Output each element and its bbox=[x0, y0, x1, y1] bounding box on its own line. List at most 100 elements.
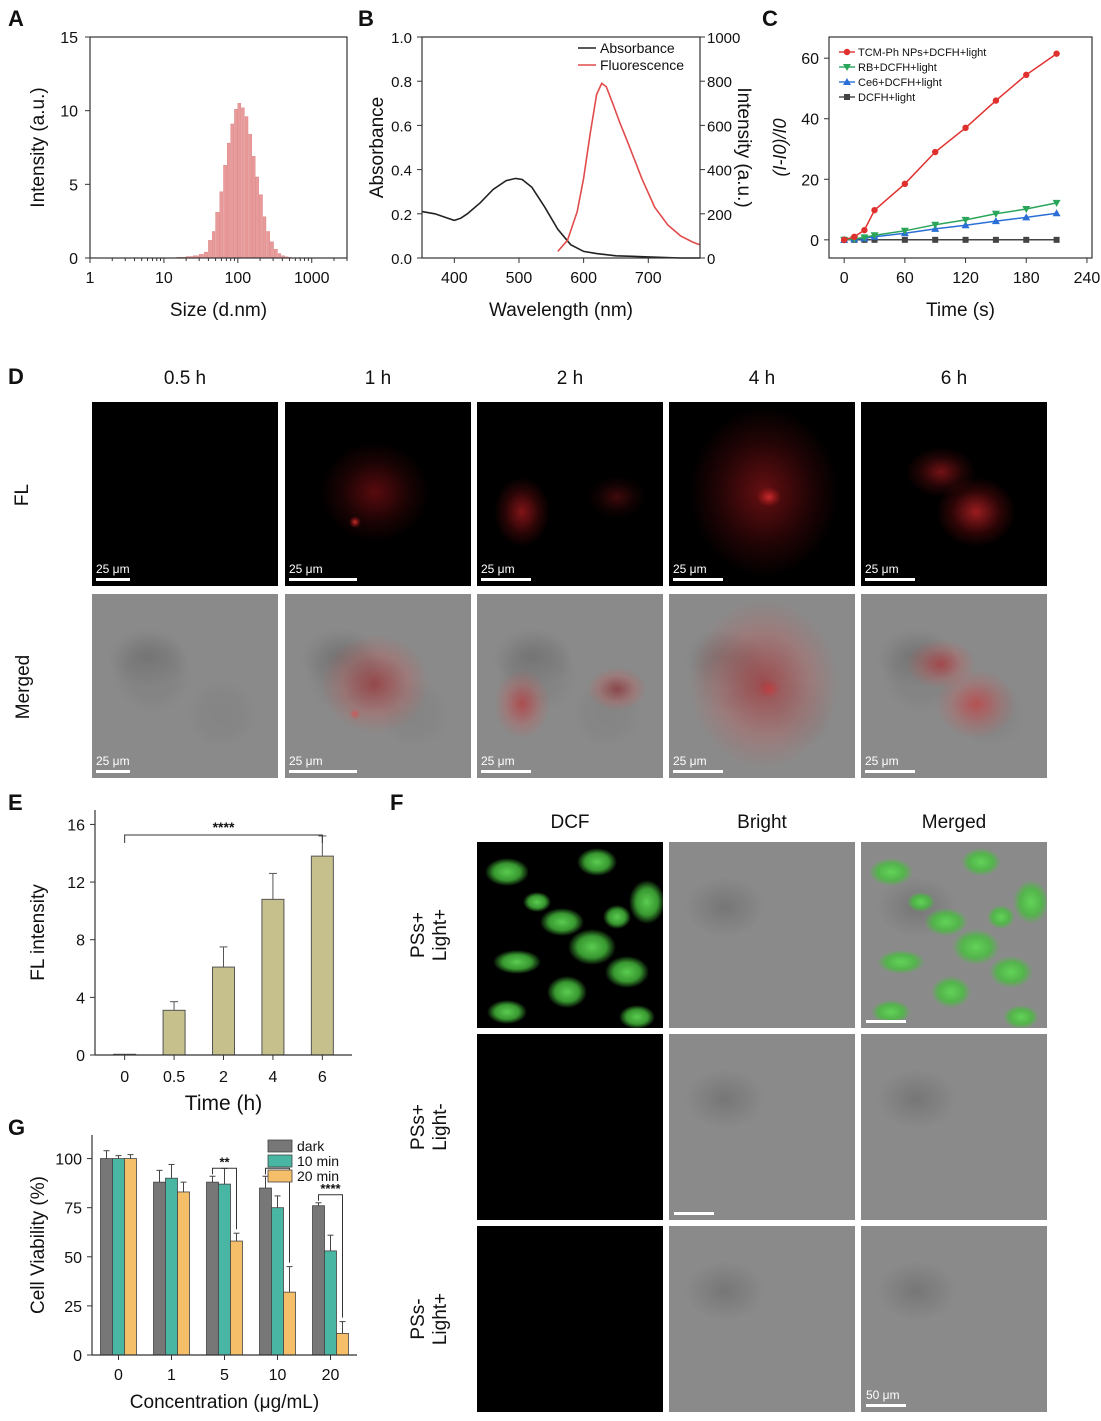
a-bar bbox=[244, 116, 249, 259]
e-xtick-label: 0 bbox=[120, 1069, 129, 1086]
panel-d-row-title: FL bbox=[12, 483, 34, 507]
a-bar bbox=[266, 231, 270, 259]
scalebar-d-merged bbox=[96, 770, 130, 773]
g-bar bbox=[100, 1158, 113, 1356]
b-ytick-label: 0.2 bbox=[391, 207, 412, 224]
e-significance-label: **** bbox=[213, 819, 235, 835]
a-bar bbox=[234, 108, 238, 259]
scalebar-label-d-fl: 25 μm bbox=[289, 562, 323, 576]
panel-label-d: D bbox=[8, 364, 24, 389]
e-bar bbox=[310, 855, 334, 1056]
g-xlabel: Concentration (μg/mL) bbox=[130, 1392, 319, 1413]
e-ytick-label: 4 bbox=[76, 990, 85, 1007]
g-legend-swatch bbox=[267, 1154, 293, 1168]
panel-d-fl-image bbox=[477, 402, 663, 586]
a-bar bbox=[227, 142, 231, 259]
g-xtick-label: 20 bbox=[322, 1367, 340, 1384]
g-xtick-label: 1 bbox=[167, 1367, 176, 1384]
c-xtick-label: 240 bbox=[1074, 270, 1101, 287]
c-point bbox=[1023, 236, 1030, 243]
g-significance-bracket bbox=[265, 1167, 290, 1263]
c-point bbox=[931, 221, 940, 229]
g-ytick-label: 100 bbox=[55, 1152, 82, 1169]
panel-d-fl-image bbox=[285, 402, 471, 586]
c-point bbox=[962, 236, 969, 243]
g-legend-label: 20 min bbox=[297, 1168, 339, 1184]
scalebar-label-d-fl: 25 μm bbox=[673, 562, 707, 576]
b-xtick-label: 500 bbox=[506, 270, 533, 287]
c-xlabel: Time (s) bbox=[926, 300, 995, 321]
c-point bbox=[901, 180, 909, 188]
panel-f-column-title: Bright bbox=[737, 812, 787, 833]
panel-d-column-title: 6 h bbox=[940, 368, 968, 389]
a-xtick-label: 1 bbox=[86, 270, 95, 287]
b-y2tick-label: 800 bbox=[707, 74, 732, 91]
c-point bbox=[843, 78, 851, 85]
panel-d-merged-image bbox=[669, 594, 855, 778]
c-ytick-label: 40 bbox=[801, 112, 819, 129]
c-legend-label: Ce6+DCFH+light bbox=[858, 77, 942, 89]
g-ytick-label: 0 bbox=[73, 1348, 82, 1365]
panel-d-merged-image bbox=[285, 594, 471, 778]
panel-d-column-title: 1 h bbox=[364, 368, 392, 389]
b-y2tick-label: 1000 bbox=[707, 30, 740, 47]
c-point bbox=[962, 124, 969, 132]
scalebar-d-fl bbox=[865, 578, 915, 581]
g-significance-bracket bbox=[212, 1167, 237, 1230]
b-xlabel: Wavelength (nm) bbox=[489, 300, 633, 321]
a-bar bbox=[259, 194, 263, 259]
panel-f-row-title-line2: Light+ bbox=[430, 1292, 451, 1346]
c-ytick-label: 20 bbox=[801, 172, 819, 189]
scalebar-d-merged bbox=[481, 770, 531, 773]
g-legend-swatch bbox=[267, 1139, 293, 1153]
c-point bbox=[1022, 213, 1031, 221]
scalebar-label-d-merged: 25 μm bbox=[673, 754, 707, 768]
c-series-line bbox=[844, 202, 1057, 241]
panel-label-g: G bbox=[8, 1115, 26, 1140]
g-bar bbox=[124, 1158, 137, 1356]
b-ylabel: Absorbance bbox=[367, 97, 388, 198]
e-xtick-label: 4 bbox=[268, 1069, 277, 1086]
panel-d-merged-image bbox=[861, 594, 1047, 778]
b-ytick-label: 1.0 bbox=[391, 30, 412, 47]
c-point bbox=[900, 227, 909, 235]
b-y2tick-label: 0 bbox=[707, 251, 715, 268]
scalebar-d-fl bbox=[673, 578, 723, 581]
g-bar bbox=[218, 1183, 231, 1356]
panel-f-dcf-image bbox=[477, 1034, 663, 1220]
c-point bbox=[961, 221, 970, 229]
a-bar bbox=[208, 240, 212, 259]
g-significance-label: ** bbox=[219, 1154, 230, 1169]
c-point bbox=[860, 234, 869, 242]
a-bar bbox=[262, 216, 267, 259]
c-legend-label: RB+DCFH+light bbox=[858, 62, 937, 74]
a-ytick-label: 5 bbox=[69, 177, 78, 194]
b-y2tick-label: 400 bbox=[707, 163, 732, 180]
b-ytick-label: 0.6 bbox=[391, 118, 412, 135]
c-point bbox=[932, 148, 939, 156]
panel-f-merged-image bbox=[861, 1034, 1047, 1220]
scalebar-d-fl bbox=[481, 578, 531, 581]
a-bar bbox=[215, 212, 220, 259]
panel-d-column-title: 4 h bbox=[748, 368, 776, 389]
scalebar-label-d-merged: 25 μm bbox=[96, 754, 130, 768]
c-xtick-label: 180 bbox=[1013, 270, 1040, 287]
b-plot-frame bbox=[421, 36, 701, 259]
a-xtick-label: 10 bbox=[155, 270, 173, 287]
a-ytick-label: 10 bbox=[60, 104, 78, 121]
b-series-1 bbox=[557, 82, 701, 252]
g-bar bbox=[283, 1291, 296, 1356]
g-significance-bracket bbox=[318, 1194, 343, 1318]
c-point bbox=[871, 236, 878, 243]
scalebar-f-labelled bbox=[866, 1404, 906, 1407]
scalebar-label-d-merged: 25 μm bbox=[289, 754, 323, 768]
e-ytick-label: 8 bbox=[76, 933, 85, 950]
g-xtick-label: 10 bbox=[269, 1367, 287, 1384]
panel-d-fl-image bbox=[861, 402, 1047, 586]
scalebar-f bbox=[674, 1212, 714, 1215]
c-xtick-label: 60 bbox=[896, 270, 914, 287]
a-ylabel: Intensity (a.u.) bbox=[28, 87, 49, 207]
scalebar-label-d-merged: 25 μm bbox=[481, 754, 515, 768]
panel-f-row-title-line2: Light+ bbox=[430, 908, 451, 962]
c-point bbox=[861, 226, 868, 234]
